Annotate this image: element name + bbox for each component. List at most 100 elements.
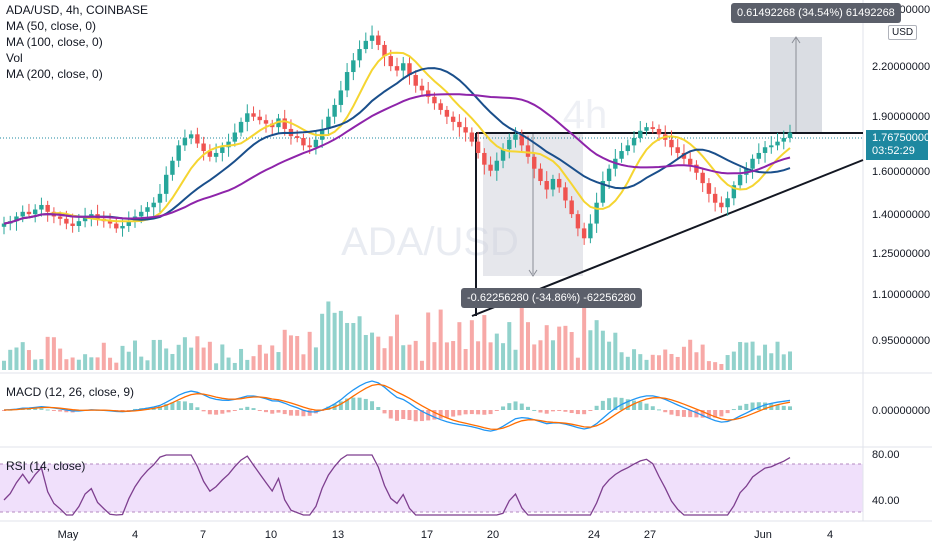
time-axis[interactable]: May 4 7 10 13 17 20 24 27 Jun 4: [58, 529, 833, 541]
volume-bar: [313, 347, 318, 370]
candle-body: [163, 174, 169, 194]
macd-histogram-bar: [207, 410, 212, 415]
macd-histogram-bar: [644, 403, 649, 410]
candle-body: [70, 223, 75, 226]
candle-body: [394, 66, 400, 71]
candle-body: [251, 113, 256, 117]
candle-body: [139, 211, 144, 217]
macd-histogram-bar: [469, 410, 474, 415]
macd-histogram-bar: [51, 410, 56, 411]
macd-histogram-bar: [45, 409, 50, 411]
macd-legend[interactable]: MACD (12, 26, close, 9): [6, 385, 135, 399]
candle-body: [1, 223, 7, 227]
macd-histogram-bar: [257, 410, 262, 411]
rsi-line: [3, 454, 791, 516]
candle-body: [719, 202, 724, 208]
price-tick: 1.60000000: [872, 166, 930, 178]
candle-body: [245, 113, 250, 122]
volume-bar: [114, 362, 119, 370]
legend-ma200[interactable]: MA (200, close, 0): [6, 67, 103, 81]
macd-histogram-bar: [176, 401, 181, 410]
volume-bar: [457, 322, 462, 370]
time-tick: Jun: [754, 529, 772, 541]
macd-histogram-bar: [363, 398, 368, 410]
macd-histogram-bar: [775, 404, 780, 410]
symbol-legend[interactable]: ADA/USD, 4h, COINBASE MA (50, close, 0) …: [6, 2, 148, 82]
candle-body: [781, 137, 786, 142]
candle-body: [482, 152, 487, 165]
volume-bar: [557, 326, 562, 370]
macd-histogram-bar: [426, 410, 431, 421]
volume-bar: [51, 337, 56, 370]
macd-histogram-bar: [157, 406, 162, 410]
candle-body: [107, 221, 113, 224]
candle-body: [469, 132, 475, 142]
volume-bar: [413, 340, 418, 370]
macd-histogram-bar: [731, 409, 736, 411]
candle-body: [419, 85, 425, 91]
candle-body: [507, 139, 512, 150]
volume-bar: [750, 341, 755, 370]
volume-bar: [688, 339, 693, 370]
candle-body: [488, 164, 493, 171]
volume-bar: [239, 348, 244, 370]
symbol-title[interactable]: ADA/USD, 4h, COINBASE: [6, 3, 149, 17]
candle-body: [363, 40, 369, 50]
currency-button[interactable]: USD: [888, 25, 918, 40]
volume-bar: [251, 356, 256, 370]
measure-up-label[interactable]: 0.61492268 (34.54%) 61492268: [731, 3, 901, 23]
volume-bar: [201, 347, 206, 370]
volume-bar: [382, 348, 387, 370]
volume-bar: [675, 356, 680, 370]
measure-down-label[interactable]: -0.62256280 (-34.86%) -62256280: [461, 288, 642, 308]
legend-ma100[interactable]: MA (100, close, 0): [6, 35, 103, 49]
candle-body: [32, 209, 38, 215]
macd-histogram-bar: [419, 410, 424, 422]
candle-body: [675, 147, 680, 153]
volume-bar: [14, 347, 19, 370]
time-tick: 7: [200, 529, 206, 541]
volume-bar: [33, 359, 38, 370]
candle-body: [313, 139, 319, 148]
volume-bar: [569, 332, 574, 370]
candle-body: [176, 145, 181, 161]
macd-histogram-bar: [26, 408, 31, 410]
volume-bar: [582, 306, 587, 370]
macd-histogram-bar: [276, 410, 281, 413]
legend-ma50[interactable]: MA (50, close, 0): [6, 19, 97, 33]
rsi-legend[interactable]: RSI (14, close): [6, 459, 86, 473]
volume-bar: [363, 334, 368, 370]
volume-bar: [625, 356, 630, 370]
price-axis[interactable]: 2.60000000 2.20000000 1.90000000 1.60000…: [872, 4, 930, 507]
volume-bar: [170, 353, 175, 370]
candle-body: [669, 139, 674, 148]
macd-histogram-bar: [694, 410, 699, 418]
volume-bar: [189, 347, 194, 370]
candle-body: [201, 143, 206, 152]
volume-bar: [488, 342, 493, 370]
macd-histogram-bar: [582, 410, 587, 415]
candle-body: [76, 221, 82, 226]
candle-body: [126, 221, 131, 226]
macd-histogram-bar: [544, 410, 549, 414]
macd-histogram-bar: [64, 410, 69, 413]
volume-bar: [395, 314, 399, 370]
macd-histogram-bar: [251, 408, 256, 410]
volume-bar: [145, 360, 150, 370]
macd-histogram-bar: [432, 410, 437, 420]
macd-histogram-bar: [220, 410, 225, 414]
volume-bar: [694, 352, 699, 370]
macd-histogram-bar: [239, 408, 244, 410]
candle-body: [588, 223, 593, 239]
macd-histogram-bar: [669, 410, 674, 415]
candle-body: [57, 216, 63, 219]
macd-histogram-bar: [39, 408, 44, 410]
volume-bars: [2, 301, 792, 370]
volume-bar: [663, 349, 668, 370]
macd-histogram-bar: [195, 407, 200, 410]
candle-body: [731, 185, 737, 199]
macd-histogram-bar: [719, 410, 724, 417]
candle-body: [550, 178, 556, 190]
legend-vol[interactable]: Vol: [6, 51, 23, 65]
